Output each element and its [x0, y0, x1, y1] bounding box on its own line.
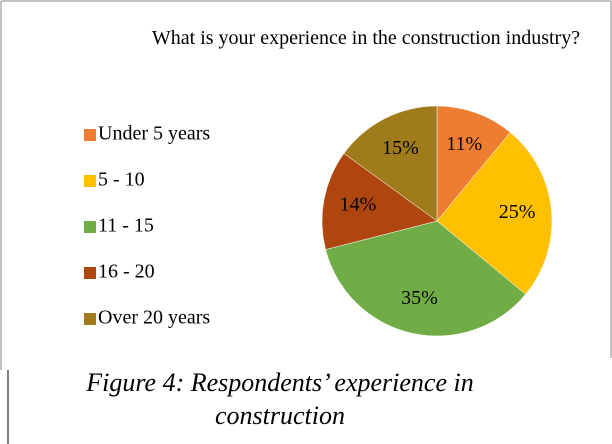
- pie-slice: [325, 220, 526, 337]
- pie-slice: [321, 153, 438, 250]
- pie-slice: [343, 105, 438, 222]
- data-label: 11%: [446, 133, 482, 155]
- legend-swatch: [84, 267, 96, 279]
- data-label: 15%: [382, 137, 419, 159]
- data-label: 35%: [401, 287, 438, 309]
- legend-swatch: [84, 129, 96, 141]
- chart-title: What is your experience in the construct…: [151, 27, 581, 49]
- pie-slice: [436, 105, 511, 222]
- legend-label: Under 5 years: [98, 123, 210, 145]
- data-label: 25%: [499, 201, 536, 223]
- data-label: 14%: [340, 194, 377, 216]
- legend-swatch: [84, 221, 96, 233]
- legend-label: 16 - 20: [98, 261, 155, 283]
- legend-swatch: [84, 175, 96, 187]
- legend-label: 11 - 15: [98, 215, 154, 237]
- legend-label: Over 20 years: [98, 307, 210, 329]
- legend-swatch: [84, 313, 96, 325]
- legend-label: 5 - 10: [98, 169, 145, 191]
- caption: Figure 4: Respondents’ experience in con…: [86, 368, 474, 430]
- pie-slice: [436, 132, 553, 295]
